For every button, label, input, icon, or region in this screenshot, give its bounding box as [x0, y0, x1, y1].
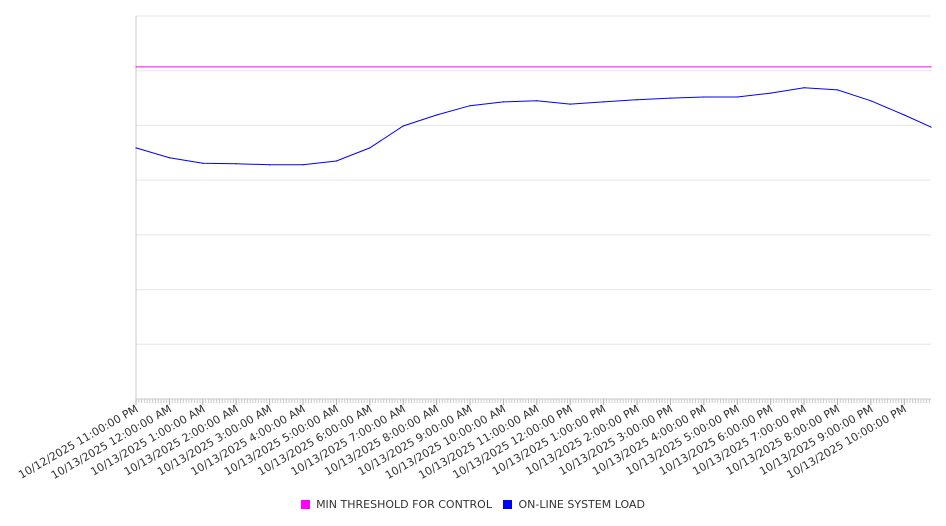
system-load-point [636, 99, 638, 101]
system-load-point [930, 126, 932, 128]
system-load-point [703, 96, 705, 98]
system-load-point [436, 114, 438, 116]
system-load-point [335, 160, 338, 162]
legend-label-threshold: MIN THRESHOLD FOR CONTROL [316, 498, 492, 511]
system-load-point [803, 87, 805, 89]
system-load-point [235, 163, 237, 165]
system-load-point [135, 147, 137, 149]
threshold-point [135, 66, 137, 68]
system-load-point [836, 89, 839, 91]
system-load-point [770, 92, 772, 94]
system-load-point [502, 101, 505, 103]
system-load-point [870, 100, 872, 102]
threshold-point [930, 66, 932, 68]
system-load-point [603, 101, 605, 103]
system-load-point [202, 162, 204, 164]
system-load-point [903, 114, 905, 116]
system-load-point [168, 157, 171, 159]
system-load-line [135, 87, 932, 166]
system-load-point [469, 105, 471, 107]
system-load-point [302, 164, 304, 166]
system-load-point [736, 96, 738, 98]
legend-item-load[interactable]: ON-LINE SYSTEM LOAD [503, 498, 645, 511]
legend-swatch-threshold [301, 500, 311, 509]
legend-item-threshold[interactable]: MIN THRESHOLD FOR CONTROL [301, 498, 492, 511]
system-load-point [402, 125, 404, 127]
legend-swatch-load [503, 500, 513, 509]
system-load-point [536, 100, 538, 102]
system-load-point [569, 103, 571, 105]
system-load-point [669, 97, 672, 99]
legend-label-load: ON-LINE SYSTEM LOAD [518, 498, 645, 511]
legend: MIN THRESHOLD FOR CONTROL ON-LINE SYSTEM… [0, 498, 946, 512]
system-load-point [269, 164, 271, 166]
system-load-point [369, 147, 371, 149]
